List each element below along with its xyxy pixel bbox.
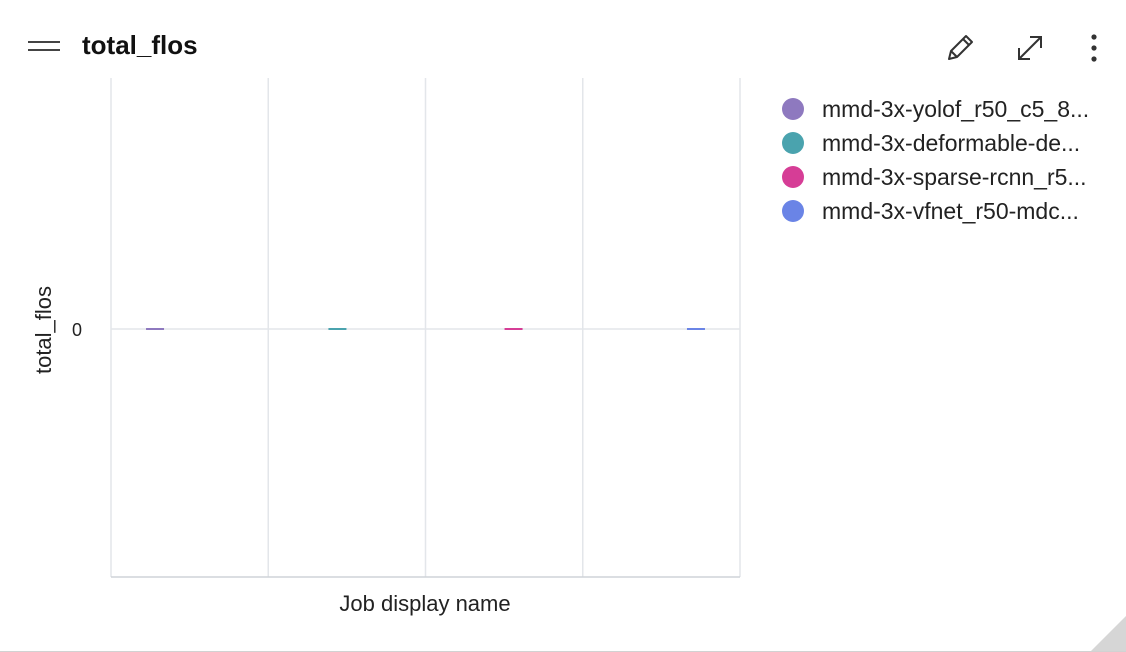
bar-2[interactable] [328,328,347,330]
more-options-button[interactable] [1082,28,1106,68]
x-axis-label: Job display name [339,591,510,616]
y-tick-label: 0 [72,320,82,340]
bar-chart: 0 total_flos Job display name [31,78,741,616]
expand-icon [1018,36,1042,60]
bar-4[interactable] [686,328,705,330]
legend-item[interactable]: mmd-3x-vfnet_r50-mdc... [782,194,1112,228]
expand-button[interactable] [1010,28,1050,68]
more-vertical-icon [1091,34,1097,62]
legend-swatch [782,200,804,222]
chart-legend: mmd-3x-yolof_r50_c5_8... mmd-3x-deformab… [782,92,1112,228]
legend-label: mmd-3x-sparse-rcnn_r5... [822,163,1087,190]
legend-item[interactable]: mmd-3x-sparse-rcnn_r5... [782,160,1112,194]
legend-label: mmd-3x-deformable-de... [822,129,1081,156]
legend-swatch [782,166,804,188]
legend-swatch [782,98,804,120]
resize-grip-icon[interactable] [1090,616,1126,652]
y-axis-label: total_flos [31,286,56,374]
bar-3[interactable] [504,328,523,330]
legend-swatch [782,132,804,154]
drag-handle-icon[interactable] [28,41,60,53]
edit-button[interactable] [940,28,980,68]
legend-item[interactable]: mmd-3x-deformable-de... [782,126,1112,160]
panel-title: total_flos [82,30,198,60]
chart-bars [146,328,705,330]
legend-item[interactable]: mmd-3x-yolof_r50_c5_8... [782,92,1112,126]
pencil-icon [948,35,973,60]
legend-label: mmd-3x-vfnet_r50-mdc... [822,197,1079,224]
chart-grid [110,78,741,578]
bar-1[interactable] [146,328,165,330]
legend-label: mmd-3x-yolof_r50_c5_8... [822,95,1090,122]
